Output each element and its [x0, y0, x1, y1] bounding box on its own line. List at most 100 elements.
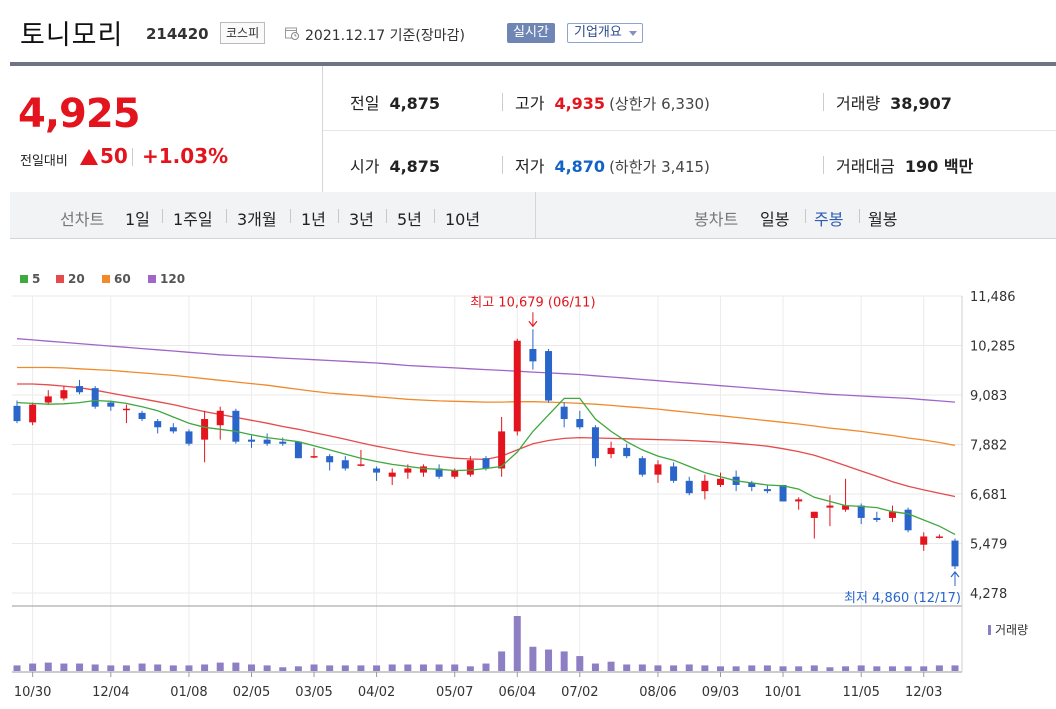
candle-body — [498, 431, 506, 469]
upper-limit: (상한가 6,330) — [609, 95, 710, 113]
tab-1d[interactable]: 1일 — [125, 210, 150, 229]
realtime-button[interactable]: 실시간 — [507, 23, 555, 43]
volume-bar — [91, 664, 99, 671]
high-arrowhead — [528, 320, 538, 328]
x-tick-label: 01/08 — [170, 685, 207, 700]
divider — [535, 192, 536, 238]
ma5-line — [16, 397, 956, 535]
volume-bar — [920, 666, 928, 671]
candle-body — [13, 405, 21, 422]
candle-body — [888, 511, 896, 518]
y-tick-label: 4,278 — [970, 587, 1007, 602]
x-tick-label: 09/03 — [702, 685, 739, 700]
stat-label: 거래대금 — [836, 157, 895, 176]
candle-body — [717, 478, 724, 485]
candle-body — [545, 351, 553, 401]
legend-swatch — [20, 275, 28, 283]
ma120-line — [16, 338, 956, 403]
candle-body — [935, 536, 943, 538]
candle-body — [169, 427, 177, 432]
chart-period-tabs: 선차트 1일 1주일 3개월 1년 3년 5년 10년 봉차트 일봉 주봉 월봉 — [10, 192, 1056, 239]
volume-bar — [294, 666, 302, 671]
divider — [823, 93, 824, 111]
tab-3m[interactable]: 3개월 — [237, 210, 277, 229]
legend-swatch — [102, 275, 110, 283]
volume-bar — [60, 663, 68, 671]
candle-body — [920, 536, 928, 545]
tab-daily[interactable]: 일봉 — [760, 210, 790, 229]
company-overview-button[interactable]: 기업개요 — [567, 23, 643, 43]
low-annotation: 최저 4,860 (12/17) — [844, 591, 961, 606]
tab-1y[interactable]: 1년 — [301, 210, 326, 229]
company-overview-label: 기업개요 — [574, 25, 622, 40]
candle-body — [154, 421, 162, 428]
volume-bar — [842, 666, 850, 671]
stat-high: 고가 4,935 (상한가 6,330) — [515, 90, 710, 114]
candle-body — [185, 431, 193, 444]
candle-body — [701, 480, 709, 492]
candle-body — [951, 540, 959, 567]
candle-body — [763, 489, 771, 492]
stat-open: 시가 4,875 — [350, 153, 440, 177]
tab-5y[interactable]: 5년 — [397, 210, 422, 229]
volume-bar — [670, 665, 678, 671]
volume-bar — [545, 649, 553, 671]
low-arrowhead — [950, 571, 960, 578]
candle-body — [685, 480, 693, 494]
stat-volume: 거래량 38,907 — [836, 90, 952, 114]
tab-10y[interactable]: 10년 — [445, 210, 481, 229]
candle-body — [607, 447, 615, 455]
legend-label: 20 — [68, 272, 85, 286]
volume-bar — [169, 665, 177, 671]
tab-3y[interactable]: 3년 — [349, 210, 374, 229]
x-tick-label: 08/06 — [639, 685, 676, 700]
divider — [502, 93, 503, 111]
divider — [805, 209, 806, 223]
title-row: 토니모리 214420 코스피 2021.12.17 기준(장마감) 실시간 기… — [0, 0, 1056, 62]
stat-label: 거래량 — [836, 94, 881, 113]
tab-monthly[interactable]: 월봉 — [868, 210, 898, 229]
candle-body — [263, 439, 271, 444]
candle-body — [341, 460, 349, 469]
change-label: 전일대비 — [20, 154, 68, 169]
volume-bar — [529, 646, 537, 671]
stat-value: 38,907 — [890, 94, 952, 113]
x-tick-label: 07/02 — [561, 685, 598, 700]
volume-bar — [451, 664, 459, 671]
line-chart-label: 선차트 — [60, 210, 105, 229]
volume-bar — [607, 661, 615, 671]
divider — [226, 209, 227, 223]
stat-low: 저가 4,870 (하한가 3,415) — [515, 153, 710, 177]
volume-bar — [29, 663, 37, 671]
volume-bar — [388, 664, 396, 671]
volume-bar — [185, 665, 193, 671]
volume-bar — [701, 665, 709, 671]
legend-swatch — [56, 275, 64, 283]
stat-label: 전일 — [350, 94, 380, 113]
volume-bar — [232, 662, 240, 671]
legend-ma60: 60 — [102, 272, 131, 286]
candle-body — [748, 482, 756, 488]
volume-bar — [138, 663, 146, 671]
stock-code: 214420 — [146, 25, 209, 43]
ma20-line — [17, 383, 956, 498]
x-tick-label: 12/03 — [905, 685, 942, 700]
candle-body — [232, 410, 240, 442]
volume-bar — [576, 656, 584, 671]
candle-body — [404, 468, 412, 473]
candle-body — [294, 441, 302, 459]
tab-weekly[interactable]: 주봉 — [814, 210, 844, 229]
volume-bar — [591, 663, 599, 671]
y-tick-label: 5,479 — [970, 538, 1007, 553]
stat-label: 저가 — [515, 157, 545, 176]
candle-body — [122, 408, 130, 411]
x-tick-label: 12/04 — [92, 685, 129, 700]
high-annotation: 최고 10,679 (06/11) — [470, 295, 595, 310]
candle-body — [279, 441, 287, 444]
x-tick-label: 11/05 — [842, 685, 879, 700]
volume-bar — [935, 665, 943, 671]
tab-1w[interactable]: 1주일 — [173, 210, 213, 229]
x-tick-label: 02/05 — [233, 685, 270, 700]
candle-body — [248, 439, 255, 442]
volume-bar — [513, 616, 521, 671]
